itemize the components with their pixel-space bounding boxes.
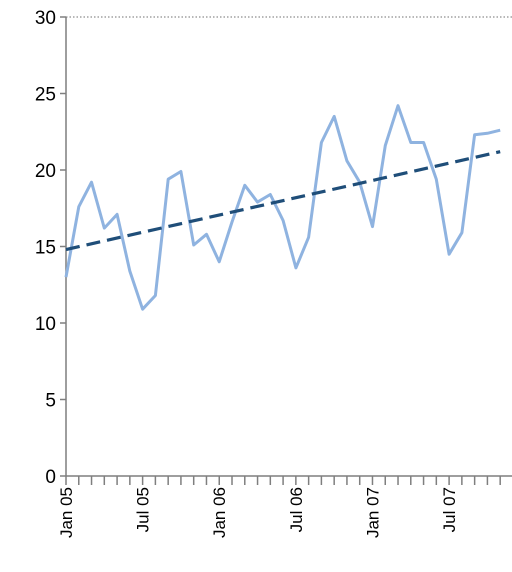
series-line — [64, 104, 501, 311]
x-tick-label: Jul 06 — [287, 487, 306, 532]
y-tick-label: 0 — [45, 467, 56, 488]
y-axis: 0 5 10 15 20 25 30 — [35, 8, 67, 488]
y-tick-label: 20 — [35, 161, 56, 182]
series-layer — [64, 104, 501, 311]
y-tick-label: 5 — [45, 391, 56, 412]
x-tick-label: Jul 05 — [134, 487, 153, 532]
trendline — [65, 150, 501, 252]
x-axis: Jan 05 Jul 05 Jan 06 Jul 06 Jan 07 Jul 07 — [57, 475, 512, 538]
x-tick-label: Jul 07 — [440, 487, 459, 532]
y-tick-label: 30 — [35, 8, 56, 29]
x-tick-label: Jan 05 — [57, 487, 76, 538]
x-tick-label: Jan 06 — [210, 487, 229, 538]
y-tick-label: 15 — [35, 238, 56, 259]
x-tick-label: Jan 07 — [363, 487, 382, 538]
y-tick-label: 10 — [35, 314, 56, 335]
y-tick-label: 25 — [35, 85, 56, 106]
